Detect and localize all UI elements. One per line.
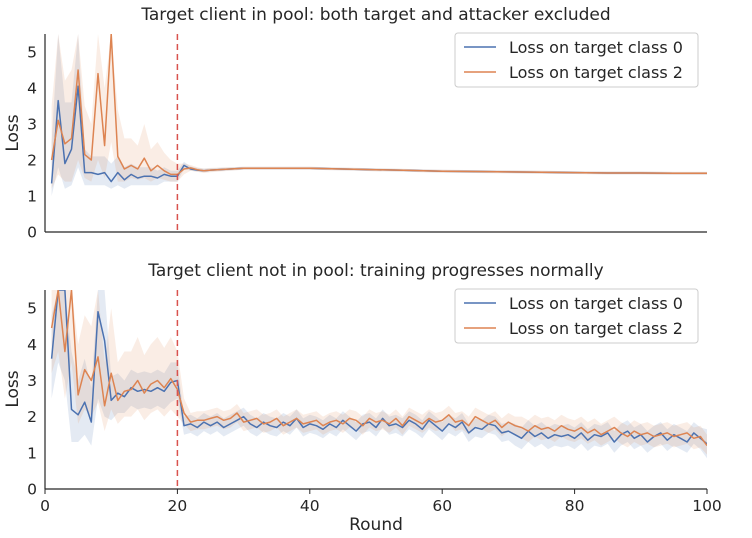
legend: Loss on target class 0 Loss on target cl… bbox=[454, 288, 699, 344]
x-tick-label: 20 bbox=[168, 497, 188, 515]
x-ticks: 0 20 40 60 80 100 bbox=[40, 489, 722, 515]
band-series-0 bbox=[51, 34, 707, 196]
x-tick-label: 60 bbox=[432, 497, 452, 515]
band-series-0 bbox=[51, 290, 707, 459]
panel-target-in-pool: Target client in pool: both target and a… bbox=[3, 5, 707, 242]
y-axis-label: Loss bbox=[3, 114, 23, 151]
y-tick-label: 2 bbox=[27, 152, 37, 170]
legend-label-class-2: Loss on target class 2 bbox=[509, 63, 683, 82]
y-tick-label: 5 bbox=[27, 44, 37, 62]
y-tick-label: 2 bbox=[27, 408, 37, 426]
y-tick-label: 3 bbox=[27, 372, 37, 390]
panel-target-not-in-pool: Target client not in pool: training prog… bbox=[3, 261, 722, 535]
legend-label-class-2: Loss on target class 2 bbox=[509, 319, 683, 338]
x-tick-label: 0 bbox=[40, 497, 50, 515]
y-tick-label: 3 bbox=[27, 116, 37, 134]
y-ticks: 0 1 2 3 4 5 bbox=[27, 300, 37, 499]
x-axis-label: Round bbox=[349, 515, 403, 535]
legend-box bbox=[454, 32, 699, 88]
series-lines bbox=[50, 290, 707, 447]
series-lines bbox=[50, 34, 707, 184]
confidence-bands bbox=[51, 290, 707, 459]
y-tick-label: 1 bbox=[27, 188, 37, 206]
y-tick-label: 1 bbox=[27, 444, 37, 462]
panel-title: Target client in pool: both target and a… bbox=[140, 5, 610, 25]
panel-title: Target client not in pool: training prog… bbox=[147, 261, 603, 281]
y-tick-label: 4 bbox=[27, 336, 37, 354]
line-series-0 bbox=[50, 290, 707, 445]
legend-box bbox=[454, 288, 699, 344]
y-tick-label: 0 bbox=[27, 224, 37, 242]
y-tick-label: 4 bbox=[27, 80, 37, 98]
x-tick-label: 80 bbox=[565, 497, 585, 515]
x-tick-label: 40 bbox=[300, 497, 320, 515]
legend-label-class-0: Loss on target class 0 bbox=[509, 294, 683, 313]
y-ticks: 0 1 2 3 4 5 bbox=[27, 44, 37, 242]
legend-label-class-0: Loss on target class 0 bbox=[509, 38, 683, 57]
line-series-1 bbox=[50, 34, 707, 176]
line-series-1 bbox=[50, 290, 707, 447]
y-axis-label: Loss bbox=[3, 370, 23, 407]
x-tick-label: 100 bbox=[692, 497, 722, 515]
legend: Loss on target class 0 Loss on target cl… bbox=[454, 32, 699, 88]
y-tick-label: 5 bbox=[27, 300, 37, 318]
band-series-1 bbox=[51, 290, 707, 455]
y-tick-label: 0 bbox=[27, 481, 37, 499]
